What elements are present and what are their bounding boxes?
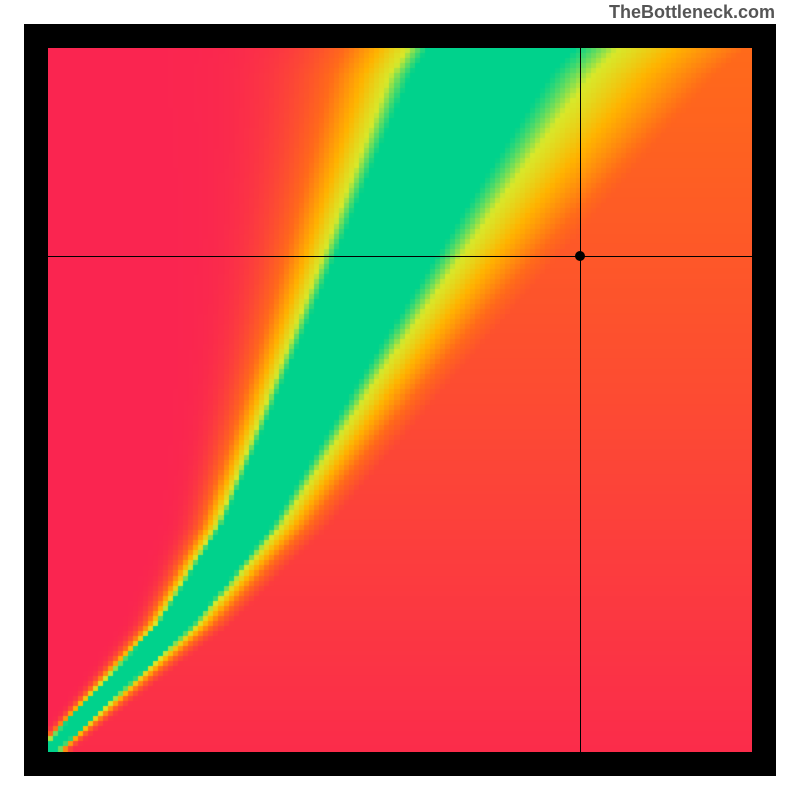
chart-frame xyxy=(24,24,776,776)
crosshair-dot xyxy=(575,251,585,261)
attribution-text: TheBottleneck.com xyxy=(609,2,775,23)
bottleneck-heatmap xyxy=(48,48,752,752)
